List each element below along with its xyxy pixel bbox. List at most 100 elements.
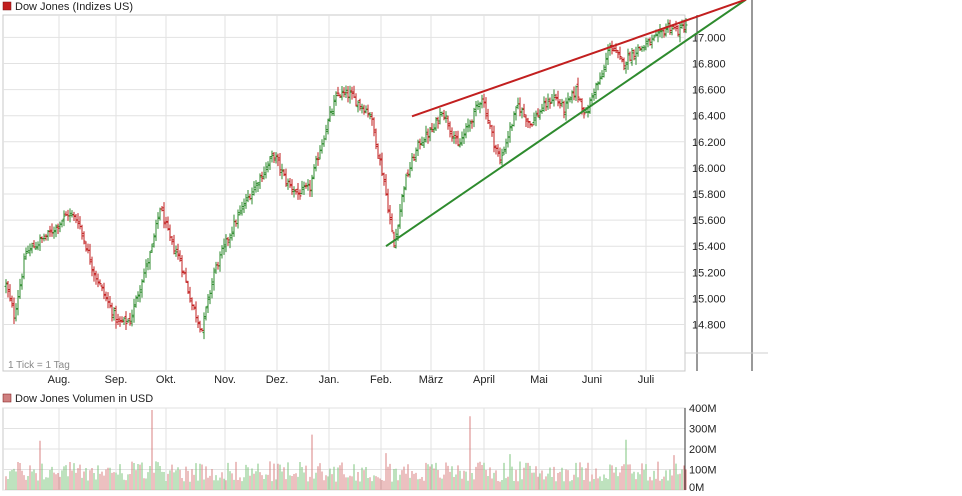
candle bbox=[130, 309, 134, 327]
candle bbox=[626, 48, 630, 70]
volume-y-tick-label: 300M bbox=[689, 424, 717, 436]
x-tick-label: Sep. bbox=[105, 374, 128, 386]
x-tick-label: Feb. bbox=[370, 374, 392, 386]
candle bbox=[446, 115, 450, 130]
candle bbox=[240, 201, 244, 216]
candle bbox=[96, 273, 100, 288]
candle bbox=[192, 304, 196, 311]
candle bbox=[324, 124, 328, 141]
candle bbox=[646, 38, 650, 48]
trend-line-support bbox=[385, 0, 747, 248]
candle bbox=[174, 245, 178, 257]
candle bbox=[382, 172, 386, 186]
candle bbox=[280, 163, 284, 180]
candle bbox=[642, 44, 646, 52]
price-y-tick-label: 15.200 bbox=[692, 267, 726, 279]
candle bbox=[76, 213, 80, 229]
candle bbox=[162, 202, 166, 229]
candle bbox=[460, 131, 464, 146]
candle bbox=[108, 295, 112, 309]
candle bbox=[402, 186, 406, 203]
candle bbox=[326, 118, 330, 135]
candle bbox=[598, 72, 602, 85]
candle bbox=[338, 93, 342, 98]
candle bbox=[512, 111, 516, 127]
candle bbox=[404, 173, 408, 191]
candle bbox=[612, 46, 616, 52]
candle bbox=[572, 86, 576, 101]
candle bbox=[184, 267, 188, 283]
candle bbox=[622, 57, 626, 71]
candle bbox=[574, 85, 578, 102]
candle bbox=[160, 206, 164, 212]
x-tick-label: April bbox=[473, 374, 495, 386]
price-x-axis: Aug. Sep. Okt. Nov. Dez. Jan. Feb. März April Mai… bbox=[48, 374, 655, 386]
candle bbox=[246, 189, 250, 203]
candle bbox=[420, 136, 424, 146]
candle bbox=[328, 106, 332, 123]
candle bbox=[332, 95, 336, 117]
candle bbox=[542, 96, 546, 112]
candle bbox=[84, 241, 88, 252]
candle bbox=[472, 107, 476, 128]
candle bbox=[530, 123, 534, 127]
candle bbox=[562, 100, 566, 119]
price-y-tick-label: 14.800 bbox=[692, 320, 726, 332]
candle bbox=[384, 174, 388, 196]
candle bbox=[54, 224, 58, 238]
candle bbox=[82, 231, 86, 245]
candle bbox=[564, 97, 568, 121]
candle bbox=[458, 138, 462, 148]
price-y-tick-label: 15.400 bbox=[692, 241, 726, 253]
candle bbox=[576, 77, 580, 103]
candle bbox=[314, 155, 318, 172]
candle bbox=[620, 56, 624, 63]
candle bbox=[166, 216, 170, 231]
candle bbox=[676, 24, 680, 37]
candle bbox=[438, 107, 442, 125]
candle bbox=[334, 91, 338, 106]
candle bbox=[138, 285, 142, 303]
candle bbox=[30, 242, 34, 254]
candle bbox=[374, 128, 378, 150]
candle bbox=[254, 180, 258, 193]
candle bbox=[582, 107, 586, 119]
candle bbox=[366, 104, 370, 118]
candle bbox=[32, 240, 36, 249]
candle bbox=[390, 213, 394, 233]
price-y-tick-label: 15.000 bbox=[692, 293, 726, 305]
candle bbox=[6, 280, 10, 298]
x-tick-label: März bbox=[419, 374, 443, 386]
candle bbox=[466, 118, 470, 133]
candle bbox=[508, 122, 512, 143]
candle bbox=[540, 103, 544, 114]
volume-y-tick-label: 0M bbox=[689, 482, 704, 494]
candle bbox=[310, 174, 314, 198]
x-tick-label: Mai bbox=[530, 374, 548, 386]
candle bbox=[10, 295, 14, 308]
candle bbox=[668, 19, 672, 35]
candle bbox=[386, 188, 390, 214]
candle bbox=[134, 295, 138, 308]
candle bbox=[356, 100, 360, 113]
candle bbox=[4, 279, 8, 294]
candle bbox=[316, 152, 320, 166]
candle bbox=[98, 279, 102, 286]
candle bbox=[368, 112, 372, 120]
candle bbox=[298, 189, 302, 200]
candle bbox=[116, 313, 120, 325]
candle bbox=[38, 234, 42, 252]
x-tick-label: Okt. bbox=[156, 374, 176, 386]
candle bbox=[210, 278, 214, 299]
candle bbox=[200, 328, 204, 332]
candle bbox=[340, 86, 344, 101]
tick-note: 1 Tick = 1 Tag bbox=[8, 360, 70, 371]
candle bbox=[474, 100, 478, 117]
candle bbox=[444, 111, 448, 123]
price-y-tick-label: 16.400 bbox=[692, 111, 726, 123]
candle bbox=[188, 286, 192, 303]
candle bbox=[426, 128, 430, 144]
price-y-axis: 14.800 15.000 15.200 15.400 15.600 15.800 16.0… bbox=[692, 15, 726, 371]
candle bbox=[258, 173, 262, 190]
candle bbox=[178, 250, 182, 262]
